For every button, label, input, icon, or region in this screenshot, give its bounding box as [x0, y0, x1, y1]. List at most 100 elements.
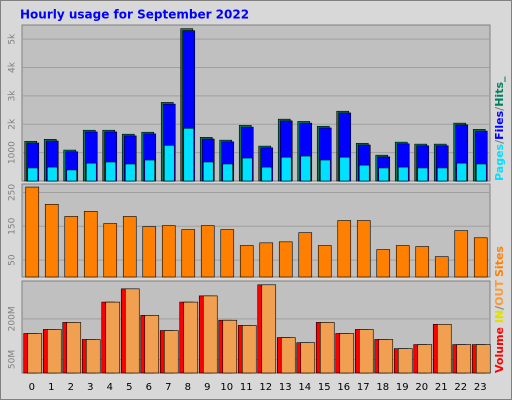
bar [220, 229, 235, 278]
legend: Volume IN/OUT [493, 280, 506, 373]
bar [142, 226, 157, 278]
x-tick-label: 14 [298, 382, 311, 393]
bar [317, 245, 332, 278]
legend: Pages/Files/Hits_ [493, 76, 506, 181]
bar [144, 315, 160, 374]
y-tick-label: 200M [8, 306, 18, 331]
bar [417, 167, 429, 182]
bar [278, 241, 293, 278]
x-tick-label: 8 [185, 382, 191, 393]
legend-entry: OUT [493, 280, 506, 306]
bar [434, 256, 449, 278]
bar [25, 186, 40, 278]
x-tick-label: 22 [454, 382, 467, 393]
x-tick-label: 23 [474, 382, 487, 393]
bar [261, 166, 273, 182]
chart-title: Hourly usage for September 2022 [20, 8, 249, 22]
bar [163, 330, 179, 374]
bar [259, 242, 274, 278]
legend-entry: Volume [493, 327, 506, 373]
bar [44, 203, 59, 278]
bar [415, 246, 430, 278]
bar [397, 348, 413, 374]
bar [163, 144, 175, 182]
x-tick-label: 4 [107, 382, 113, 393]
x-tick-label: 9 [204, 382, 210, 393]
bar [46, 166, 58, 182]
bar [395, 245, 410, 278]
y-tick-label: 3k [8, 90, 18, 102]
legend-entry: IN [493, 310, 506, 323]
bar [122, 216, 137, 278]
bar [378, 339, 394, 374]
legend-entry: Hits_ [493, 76, 506, 107]
y-tick-label: 2k [8, 118, 18, 130]
x-tick-label: 6 [146, 382, 152, 393]
x-tick-label: 13 [279, 382, 292, 393]
bar [356, 220, 371, 278]
bar [339, 333, 355, 374]
x-tick-label: 12 [259, 382, 272, 393]
bar [454, 230, 469, 278]
x-tick-label: 16 [337, 382, 350, 393]
bar [456, 162, 468, 182]
x-tick-label: 7 [165, 382, 171, 393]
y-tick-label: 4k [8, 61, 18, 73]
bar [358, 164, 370, 182]
bar [66, 169, 78, 182]
legend-entry: / [493, 305, 506, 310]
bar [239, 245, 254, 278]
legend-entry: / [493, 106, 506, 111]
bar [105, 161, 117, 182]
bar [397, 166, 409, 182]
y-tick-label: 1000 [8, 141, 18, 164]
bar [456, 344, 472, 374]
bar [475, 344, 491, 374]
bar [46, 329, 62, 374]
plot-area [21, 24, 491, 182]
x-tick-label: 19 [396, 382, 409, 393]
x-tick-label: 20 [415, 382, 428, 393]
y-tick-label: 250 [8, 184, 18, 201]
y-tick-label: 150 [8, 217, 18, 234]
x-tick-label: 21 [435, 382, 448, 393]
bar [200, 225, 215, 278]
bar [183, 301, 199, 374]
bar [319, 322, 335, 374]
bar [300, 155, 312, 182]
bar [27, 167, 39, 182]
legend: Sites [493, 246, 506, 277]
bar [66, 322, 82, 374]
bar [105, 301, 121, 374]
x-tick-label: 18 [376, 382, 389, 393]
bar [298, 232, 313, 278]
y-tick-label: 50 [8, 254, 18, 266]
bar [319, 159, 331, 182]
legend-entry: Pages [493, 143, 506, 181]
y-tick-label: 5k [8, 33, 18, 45]
x-tick-label: 5 [126, 382, 132, 393]
bar [85, 162, 97, 182]
bar [27, 333, 43, 374]
bar [436, 167, 448, 182]
bar [161, 225, 176, 278]
bar [64, 216, 79, 278]
bar [436, 323, 452, 374]
bar [241, 325, 257, 374]
bar [181, 229, 196, 278]
bar [241, 157, 253, 182]
bar [202, 161, 214, 182]
x-tick-label: 15 [318, 382, 331, 393]
bar [300, 342, 316, 374]
bar [378, 167, 390, 182]
bar [339, 156, 351, 182]
x-tick-label: 10 [220, 382, 233, 393]
legend-entry: Files [493, 110, 506, 140]
bar [183, 127, 195, 182]
bar [222, 319, 238, 374]
x-tick-label: 1 [48, 382, 54, 393]
x-tick-label: 0 [29, 382, 35, 393]
bar [222, 163, 234, 182]
x-tick-label: 3 [87, 382, 93, 393]
